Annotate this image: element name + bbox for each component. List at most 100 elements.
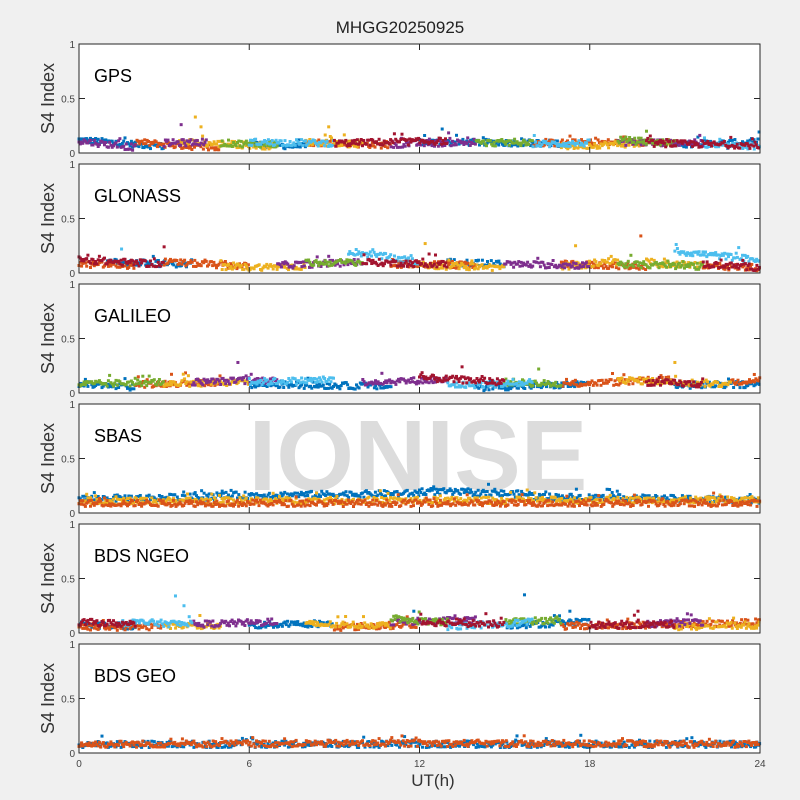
data-point <box>487 495 491 499</box>
data-point <box>655 495 659 499</box>
data-point <box>741 258 745 262</box>
data-point <box>528 383 532 387</box>
data-point <box>375 382 379 386</box>
data-point <box>314 380 318 384</box>
data-point <box>220 268 224 271</box>
data-point <box>248 493 252 497</box>
data-point <box>559 498 563 502</box>
data-point <box>215 142 219 146</box>
data-point <box>96 137 100 141</box>
data-point <box>161 499 165 503</box>
data-point <box>684 145 688 149</box>
data-point <box>362 380 366 384</box>
data-point <box>465 381 469 385</box>
data-point <box>310 265 314 269</box>
data-point <box>115 145 119 149</box>
data-point <box>541 384 545 388</box>
data-point <box>629 138 633 142</box>
data-point <box>184 496 188 500</box>
data-point <box>639 136 643 140</box>
data-point <box>316 380 320 384</box>
data-point <box>353 144 356 148</box>
data-point <box>736 262 740 266</box>
data-point <box>315 142 319 146</box>
data-point <box>238 144 242 148</box>
data-point <box>332 138 336 142</box>
data-point <box>181 138 185 142</box>
data-point <box>582 144 586 148</box>
data-point <box>740 382 744 386</box>
data-point <box>275 493 279 497</box>
data-point <box>614 141 618 145</box>
data-point <box>136 139 140 143</box>
data-point <box>494 383 498 387</box>
data-point <box>81 141 85 145</box>
data-point <box>213 148 217 152</box>
data-point <box>214 503 218 506</box>
data-point <box>602 142 605 146</box>
data-point <box>90 141 94 145</box>
data-point <box>278 265 282 269</box>
data-point <box>180 140 184 144</box>
data-point <box>260 494 264 498</box>
data-point <box>370 254 373 258</box>
data-point <box>670 382 674 386</box>
data-point <box>637 380 641 384</box>
data-point <box>281 492 285 496</box>
data-point <box>352 141 355 145</box>
data-point <box>177 502 181 506</box>
data-point <box>269 263 273 267</box>
data-point <box>687 497 691 501</box>
data-point <box>398 140 401 144</box>
data-point <box>501 494 504 498</box>
data-point <box>459 497 463 501</box>
data-point <box>156 380 160 384</box>
data-point <box>525 488 529 492</box>
data-point <box>184 371 187 375</box>
data-point <box>219 144 223 148</box>
data-point <box>447 489 451 493</box>
data-point <box>132 263 136 267</box>
data-point <box>713 253 716 257</box>
data-point <box>112 262 115 266</box>
data-point <box>511 141 515 145</box>
data-point <box>126 498 129 502</box>
data-point <box>579 380 583 384</box>
data-point <box>223 260 227 263</box>
data-point <box>310 386 314 390</box>
data-point <box>609 496 613 500</box>
data-point <box>174 499 178 503</box>
data-point <box>230 267 234 271</box>
data-point <box>599 262 603 266</box>
data-point <box>678 379 682 383</box>
data-point <box>83 377 87 381</box>
data-point <box>316 144 320 148</box>
data-point <box>473 496 477 500</box>
data-point <box>192 381 196 385</box>
data-point <box>432 374 435 378</box>
data-point <box>397 377 400 381</box>
data-point <box>725 252 729 256</box>
data-point <box>255 382 259 386</box>
data-point <box>265 385 269 388</box>
data-point <box>746 384 750 388</box>
data-point <box>246 382 250 386</box>
data-point <box>753 140 757 144</box>
data-point <box>368 250 372 254</box>
data-point <box>333 263 337 267</box>
data-point <box>614 495 618 499</box>
data-point <box>709 500 712 504</box>
data-point <box>442 487 446 491</box>
data-point <box>539 145 543 148</box>
data-point <box>89 504 92 508</box>
data-point <box>213 263 217 267</box>
data-point <box>429 487 433 490</box>
data-point <box>354 248 358 251</box>
data-point <box>729 253 733 256</box>
data-point <box>385 381 389 385</box>
data-point <box>160 262 164 266</box>
data-point <box>211 377 215 381</box>
data-point <box>610 491 614 494</box>
data-point <box>513 495 517 499</box>
data-point <box>221 500 225 504</box>
